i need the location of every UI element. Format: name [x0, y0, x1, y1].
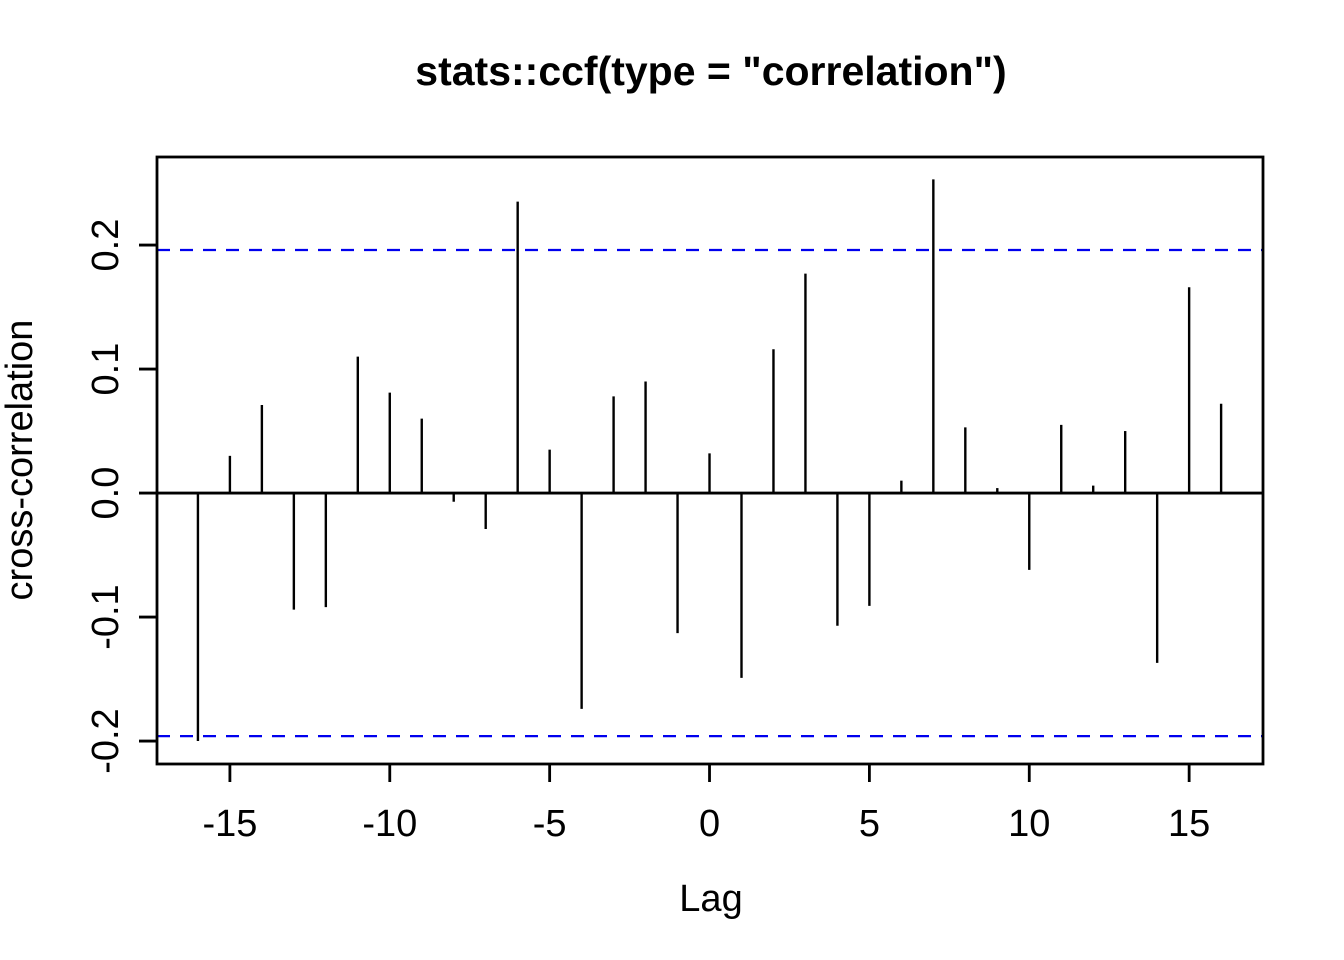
chart-title: stats::ccf(type = "correlation") [415, 48, 1007, 94]
y-axis-tick-label: 0.0 [85, 467, 127, 520]
y-axis-tick-label: 0.1 [85, 343, 127, 396]
y-axis-tick-label: -0.1 [85, 584, 127, 649]
x-axis-tick-label: 5 [859, 803, 880, 845]
x-axis-tick-label: 15 [1168, 803, 1210, 845]
y-axis-tick-label: 0.2 [85, 219, 127, 272]
x-axis-tick-label: 0 [699, 803, 720, 845]
x-axis-tick-label: -10 [362, 803, 417, 845]
x-axis-tick-label: 10 [1008, 803, 1050, 845]
y-axis-tick-label: -0.2 [85, 708, 127, 773]
x-axis-tick-label: -5 [533, 803, 567, 845]
x-axis-tick-label: -15 [202, 803, 257, 845]
x-axis-label: Lag [679, 878, 743, 920]
